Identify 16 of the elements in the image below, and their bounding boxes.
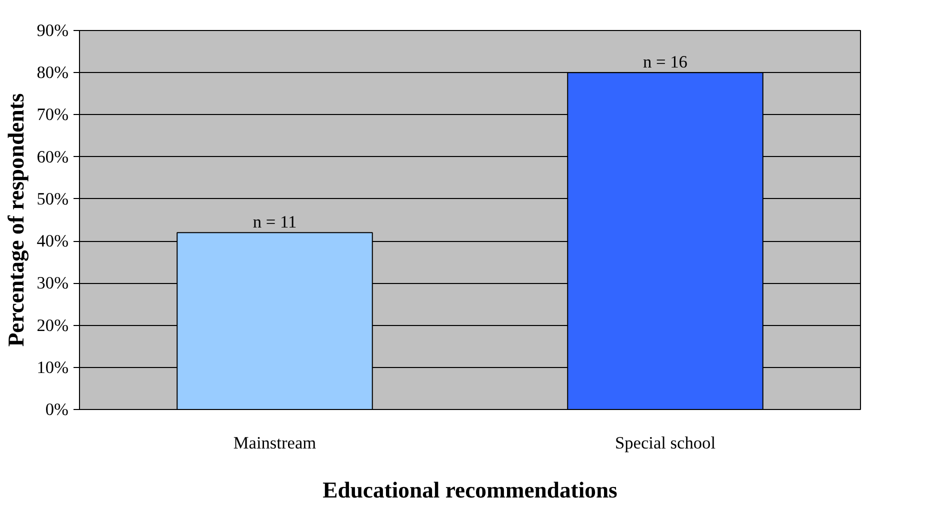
y-tick-label: 10% bbox=[36, 358, 69, 377]
x-axis-title: Educational recommendations bbox=[322, 478, 618, 502]
y-tick-label: 90% bbox=[36, 21, 69, 40]
y-tick-label: 70% bbox=[36, 105, 69, 124]
annotation: n = 11 bbox=[252, 212, 297, 232]
y-tick-label: 80% bbox=[36, 63, 69, 82]
x-tick-label: Mainstream bbox=[233, 434, 317, 452]
y-tick-label: 0% bbox=[45, 400, 69, 419]
y-axis-title: Percentage of respondents bbox=[4, 93, 29, 347]
y-tick-label: 50% bbox=[36, 189, 69, 208]
y-tick-label: 40% bbox=[36, 232, 69, 251]
y-tick-label: 60% bbox=[36, 147, 69, 166]
x-tick-label: Special school bbox=[614, 434, 716, 452]
y-tick-label: 30% bbox=[36, 274, 69, 293]
annotation: n = 16 bbox=[643, 52, 688, 72]
y-tick-label: 20% bbox=[36, 316, 69, 335]
